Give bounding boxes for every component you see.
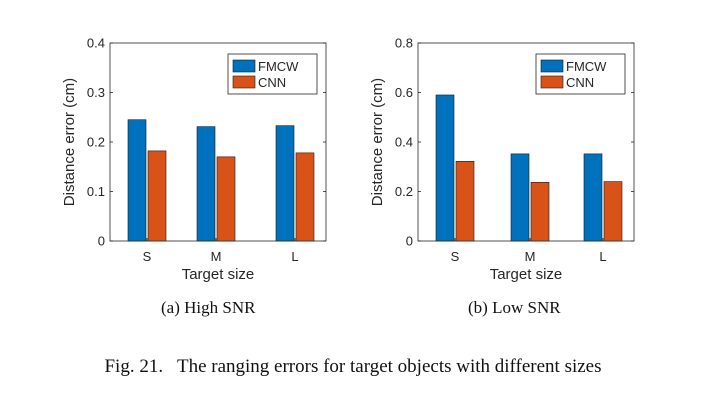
y-tick-label: 0.3 [87,85,105,100]
x-tick-label: S [143,249,152,264]
legend-swatch-cnn [540,75,564,89]
y-tick-label: 0.6 [395,85,413,100]
y-tick-label: 0.4 [87,36,105,51]
bar-cnn [147,150,167,242]
subcaption-high-snr: (a) High SNR [161,298,256,317]
y-tick-label: 0.4 [395,135,413,150]
y-tick-label: 0 [98,234,105,249]
legend-label-fmcw: FMCW [566,59,607,74]
legend-swatch-cnn [232,75,256,89]
legend-swatch-fmcw [232,59,256,73]
bar-fmcw [275,125,295,242]
x-tick-label: L [599,249,606,264]
y-tick-label: 0.1 [87,184,105,199]
y-tick-label: 0 [406,234,413,249]
x-tick-label: M [211,249,222,264]
y-tick-label: 0.8 [395,36,413,51]
legend-label-cnn: CNN [258,75,286,90]
bar-fmcw [196,126,216,242]
x-tick-label: M [525,249,536,264]
x-axis-label: Target size [182,266,255,283]
bar-cnn [530,182,550,242]
bar-cnn [455,161,475,242]
legend-label-fmcw: FMCW [258,59,299,74]
figure-caption: Fig. 21. The ranging errors for target o… [104,356,602,377]
legend-swatch-fmcw [540,59,564,73]
x-tick-label: S [451,249,460,264]
y-tick-label: 0.2 [395,184,413,199]
x-tick-label: L [291,249,298,264]
chart-high-snr-svg: 0 0.1 0.2 0.3 0.4 S M L Target size Distance erro… [61,36,327,283]
y-axis-label: Distance error (cm) [61,78,78,206]
y-tick-label: 0.2 [87,135,105,150]
bar-fmcw [510,153,530,242]
bar-cnn [603,181,623,242]
subcaption-low-snr: (b) Low SNR [468,298,561,317]
bar-cnn [216,156,236,242]
bar-fmcw [435,94,455,242]
x-axis-label: Target size [490,266,563,283]
bar-cnn [295,152,315,242]
bar-fmcw [127,119,147,242]
legend-label-cnn: CNN [566,75,594,90]
y-axis-label: Distance error (cm) [369,78,386,206]
legend-box [535,53,626,95]
bar-fmcw [583,153,603,242]
plot-area [417,42,635,242]
chart-high-snr: 0 0.1 0.2 0.3 0.4 S M L Target size Distance erro… [0,0,353,300]
